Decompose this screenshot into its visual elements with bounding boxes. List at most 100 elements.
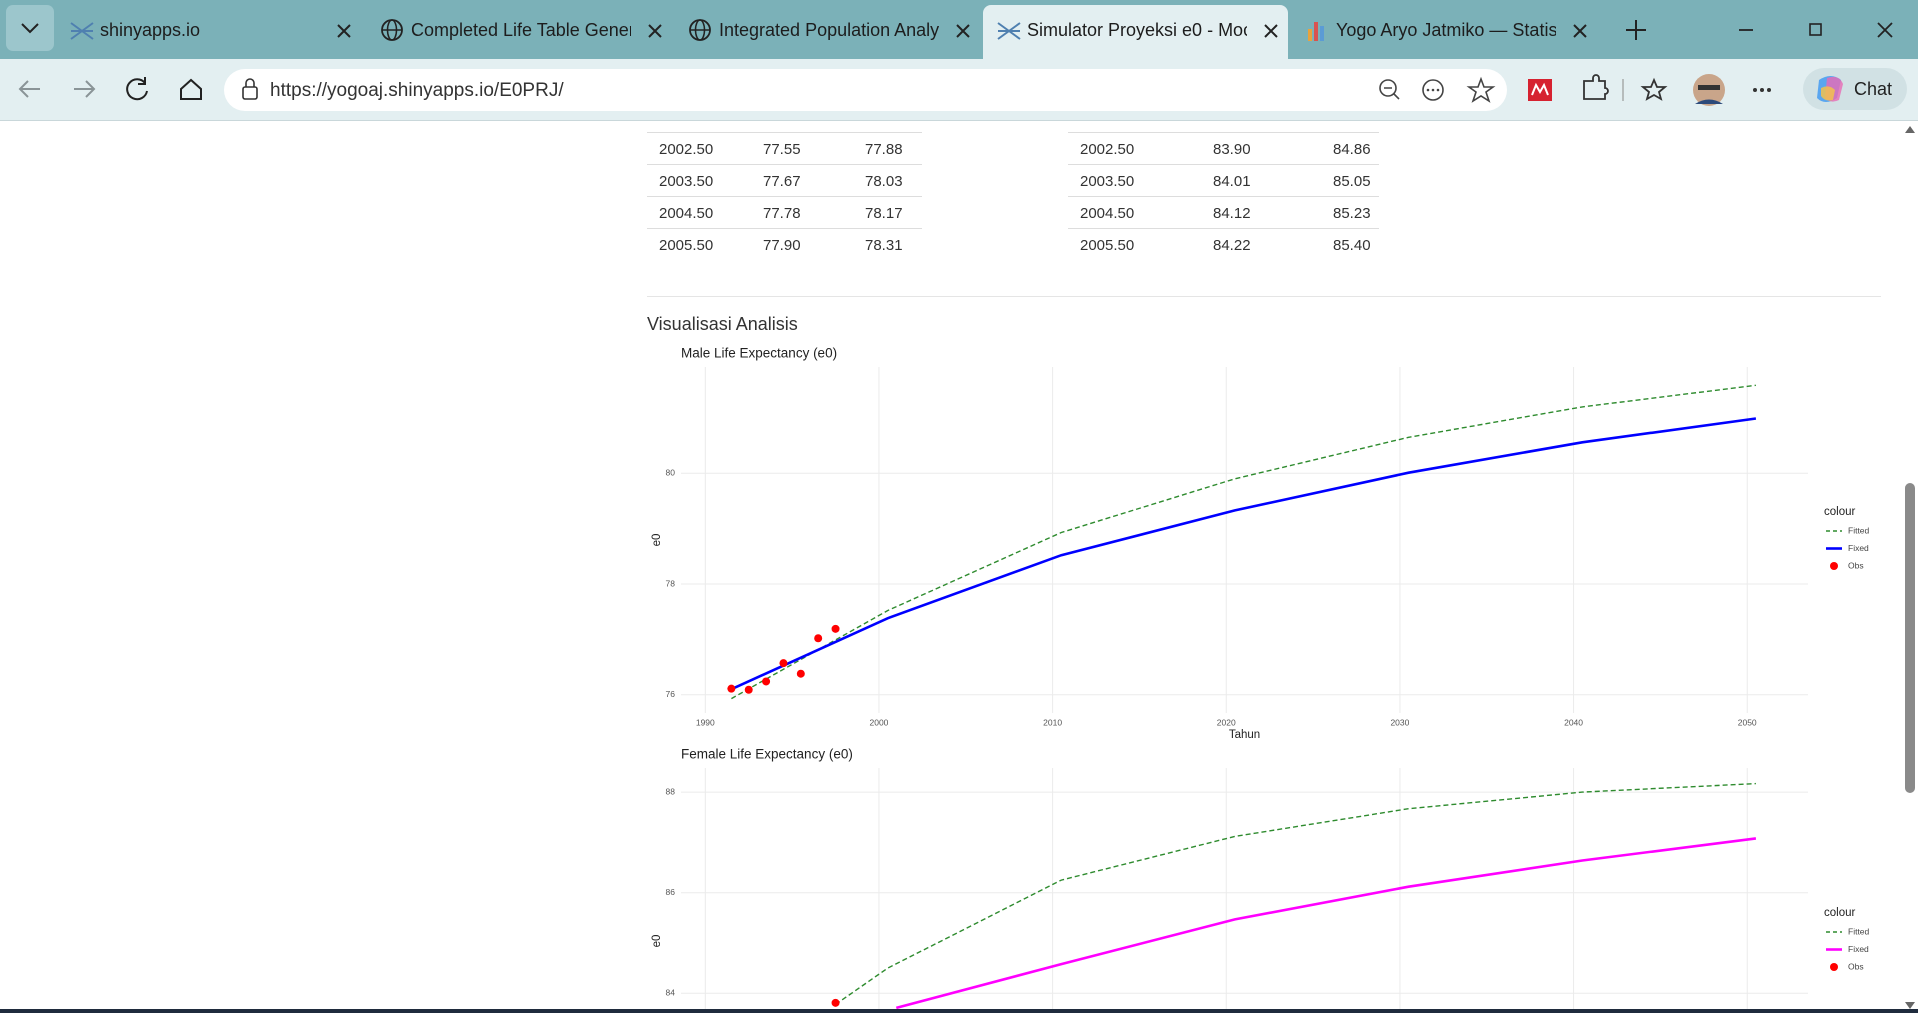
legend-title: colour (1824, 506, 1855, 518)
tab[interactable]: Yogo Aryo Jatmiko — Statisti (1292, 5, 1597, 55)
table-cell: 83.90 (1213, 141, 1251, 158)
back-button[interactable] (18, 80, 40, 98)
y-tick-label: 78 (666, 578, 676, 588)
copilot-chat-button[interactable]: Chat (1803, 68, 1907, 110)
y-tick-label: 88 (666, 786, 676, 796)
chart-title: Female Life Expectancy (e0) (681, 747, 853, 762)
x-tick-label: 2020 (1217, 717, 1236, 727)
close-button[interactable] (1877, 22, 1893, 38)
toolbar: https://yogoaj.shinyapps.io/E0PRJ/ Chat (0, 59, 1918, 121)
table-cell: 2003.50 (659, 173, 714, 190)
obs-point (779, 659, 788, 668)
x-tick-label: 1990 (696, 717, 715, 727)
taskbar-edge (0, 1009, 1918, 1013)
tab[interactable]: shinyapps.io (56, 5, 361, 55)
series-line (730, 417, 1757, 691)
tab-title: Integrated Population Analy (719, 20, 939, 40)
tab[interactable]: Integrated Population Analy (675, 5, 980, 55)
table-cell: 2005.50 (659, 237, 714, 254)
table-cell: 78.17 (865, 205, 903, 222)
y-tick-label: 76 (666, 689, 676, 699)
tab-title: shinyapps.io (100, 20, 201, 40)
female-table: 2002.50 83.90 84.86 2003.50 84.01 85.05 2004.5… (1068, 132, 1379, 260)
legend-label: Fixed (1848, 944, 1869, 954)
y-tick-label: 84 (666, 988, 676, 998)
tab-title: Simulator Proyeksi e0 - Moc (1027, 20, 1247, 40)
tab-menu-button[interactable] (6, 5, 66, 64)
obs-point (744, 685, 753, 694)
legend-label: Obs (1848, 560, 1864, 570)
table-row: 2005.50 77.90 78.31 (647, 228, 922, 260)
plot-area (727, 384, 1757, 700)
tab[interactable]: Completed Life Table Genera (367, 5, 672, 55)
table-cell: 78.03 (865, 173, 903, 190)
table-row: 2004.50 84.12 85.23 (1068, 196, 1379, 228)
tab-title: Yogo Aryo Jatmiko — Statisti (1336, 20, 1556, 40)
table-cell: 2004.50 (1080, 205, 1135, 222)
male-table: 2002.50 77.55 77.88 2003.50 77.67 78.03 2004.5… (647, 132, 922, 260)
scrollbar[interactable] (1902, 120, 1918, 1013)
legend-label: Fitted (1848, 525, 1870, 535)
legend-title: colour (1824, 907, 1855, 919)
table-cell: 85.23 (1333, 205, 1371, 222)
x-tick-label: 2010 (1043, 717, 1062, 727)
table-cell: 2002.50 (1080, 141, 1135, 158)
obs-point (831, 624, 840, 633)
address-bar[interactable]: https://yogoaj.shinyapps.io/E0PRJ/ (224, 69, 1507, 111)
series-line (835, 782, 1756, 1005)
table-row: 2002.50 77.55 77.88 (647, 132, 922, 164)
obs-point (814, 634, 823, 643)
new-tab-button[interactable] (1626, 20, 1646, 40)
separator (647, 296, 1881, 297)
table-cell: 78.31 (865, 237, 903, 254)
table-row: 2003.50 77.67 78.03 (647, 164, 922, 196)
tab-bar: shinyapps.io Completed Life Table Genera… (0, 0, 1918, 59)
chart-title: Male Life Expectancy (e0) (681, 346, 837, 361)
y-axis-label: e0 (651, 534, 663, 547)
table-cell: 2004.50 (659, 205, 714, 222)
extension-icons (1528, 74, 1771, 106)
table-cell: 2003.50 (1080, 173, 1135, 190)
legend-key (1830, 562, 1838, 570)
table-cell: 77.78 (763, 205, 801, 222)
table-row: 2005.50 84.22 85.40 (1068, 228, 1379, 260)
y-tick-label: 86 (666, 887, 676, 897)
x-axis-label: Tahun (1229, 729, 1260, 741)
nav-buttons (18, 77, 202, 101)
table-cell: 77.90 (763, 237, 801, 254)
table-cell: 85.40 (1333, 237, 1371, 254)
table-cell: 77.88 (865, 141, 903, 158)
forward-button[interactable] (74, 80, 96, 98)
obs-point (727, 684, 736, 693)
y-axis-label: e0 (651, 935, 663, 948)
x-tick-label: 2030 (1390, 717, 1409, 727)
series-line (895, 837, 1757, 1010)
x-tick-label: 2000 (870, 717, 889, 727)
table-row: 2004.50 77.78 78.17 (647, 196, 922, 228)
legend-label: Fixed (1848, 543, 1869, 553)
obs-point (796, 669, 805, 678)
chat-label: Chat (1854, 79, 1893, 99)
table-cell: 77.67 (763, 173, 801, 190)
section-title: Visualisasi Analisis (647, 314, 798, 334)
x-tick-label: 2050 (1738, 717, 1757, 727)
plot-area (831, 782, 1757, 1010)
table-cell: 84.01 (1213, 173, 1251, 190)
tab-title: Completed Life Table Genera (411, 20, 631, 40)
legend-key (1830, 963, 1838, 971)
table-cell: 2005.50 (1080, 237, 1135, 254)
x-tick-label: 2040 (1564, 717, 1583, 727)
table-row: 2003.50 84.01 85.05 (1068, 164, 1379, 196)
restore-button[interactable] (1809, 23, 1822, 36)
table-cell: 85.05 (1333, 173, 1371, 190)
y-tick-label: 80 (666, 468, 676, 478)
url: https://yogoaj.shinyapps.io/E0PRJ/ (270, 80, 564, 101)
refresh-button[interactable] (126, 77, 148, 101)
table-cell: 84.22 (1213, 237, 1251, 254)
home-button[interactable] (180, 78, 202, 100)
table-cell: 84.86 (1333, 141, 1371, 158)
table-cell: 77.55 (763, 141, 801, 158)
tab-active[interactable]: Simulator Proyeksi e0 - Moc (983, 5, 1288, 59)
